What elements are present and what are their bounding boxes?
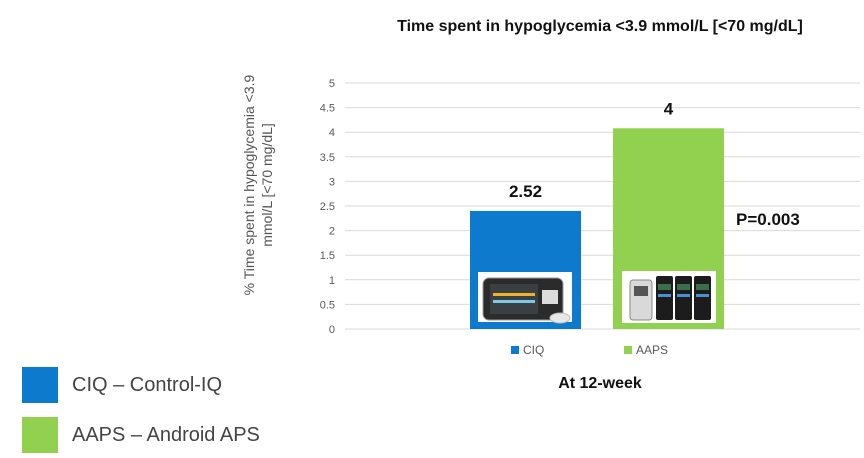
ciq-pump-screen — [490, 284, 538, 314]
ciq-screen-bar — [493, 300, 535, 303]
aaps-phone-icon — [694, 276, 711, 320]
chart-title: Time spent in hypoglycemia <3.9 mmol/L [… — [397, 18, 803, 35]
aaps-phone-screen-bar — [658, 294, 671, 297]
data-label: 4 — [664, 99, 674, 118]
ciq-swatch — [22, 367, 58, 403]
ciq-cartridge-icon — [549, 312, 571, 324]
ciq-side-panel — [542, 290, 558, 304]
legend-swatch — [511, 346, 519, 354]
aaps-phone-icon — [675, 276, 692, 320]
y-tick-label: 2 — [329, 226, 335, 238]
side-legend-item-ciq: CIQ – Control-IQ — [22, 367, 222, 403]
side-legend-item-aaps: AAPS – Android APS — [22, 417, 260, 453]
legend-label: CIQ — [523, 343, 544, 357]
aaps-phone-screen — [696, 284, 709, 290]
aaps-phone-screen-bar — [677, 294, 690, 297]
y-tick-label: 0 — [329, 324, 335, 336]
p-value-annotation: P=0.003 — [736, 210, 800, 229]
y-tick-label: 1.5 — [320, 250, 335, 262]
legend-label: AAPS — [636, 343, 668, 357]
y-tick-label: 3.5 — [320, 152, 335, 164]
aaps-phone-screen — [677, 284, 690, 290]
y-tick-label: 0.5 — [320, 299, 335, 311]
y-tick-label: 4.5 — [320, 103, 335, 115]
aaps-phone-screen — [658, 284, 671, 290]
y-tick-label: 5 — [329, 78, 335, 90]
y-tick-label: 2.5 — [320, 201, 335, 213]
aaps-swatch — [22, 417, 58, 453]
y-tick-label: 4 — [329, 127, 335, 139]
aaps-phone-screen-bar — [696, 294, 709, 297]
legend-swatch — [624, 346, 632, 354]
y-tick-label: 3 — [329, 176, 335, 188]
y-tick-label: 1 — [329, 275, 335, 287]
data-label: 2.52 — [509, 182, 542, 201]
side-legend-label: AAPS – Android APS — [72, 423, 260, 446]
side-legend-label: CIQ – Control-IQ — [72, 373, 223, 396]
aaps-phone-icon — [656, 276, 673, 320]
x-axis-label: At 12-week — [558, 375, 642, 392]
ciq-screen-bar — [493, 293, 535, 296]
aaps-pump-display — [634, 286, 648, 296]
